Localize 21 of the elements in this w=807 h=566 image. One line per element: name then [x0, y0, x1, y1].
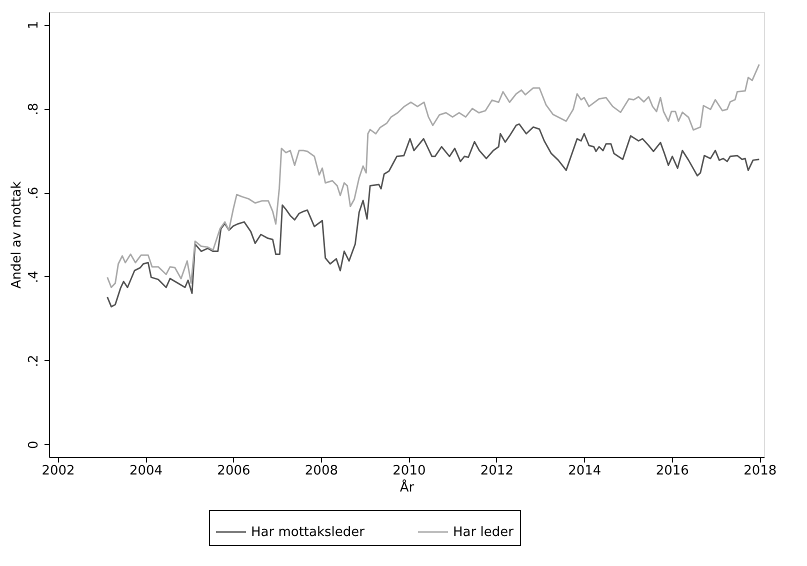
- y-tick-label: 0: [26, 440, 42, 450]
- x-tick-label: 2002: [42, 464, 75, 478]
- y-axis-title: Andel av mottak: [10, 180, 24, 289]
- x-tick-label: 2006: [217, 464, 250, 478]
- legend-label: Har mottaksleder: [251, 525, 366, 540]
- legend-label: Har leder: [453, 525, 514, 540]
- x-tick-label: 2016: [656, 464, 689, 478]
- line-series: [106, 123, 760, 308]
- y-tick-label: .8: [26, 102, 42, 116]
- x-tick-label: 2008: [304, 464, 338, 478]
- x-tick-label: 2012: [480, 464, 514, 478]
- line-series: [106, 64, 760, 288]
- x-tick-label: 2018: [744, 464, 777, 478]
- y-tick-label: .6: [26, 186, 42, 200]
- y-tick-label: .2: [26, 354, 42, 368]
- x-tick-label: 2010: [392, 464, 426, 478]
- y-tick-label: .4: [26, 270, 42, 284]
- y-tick-label: 1: [26, 20, 42, 30]
- x-tick-label: 2014: [568, 464, 602, 478]
- x-tick-label: 2004: [129, 464, 163, 478]
- x-axis-title: År: [400, 478, 415, 496]
